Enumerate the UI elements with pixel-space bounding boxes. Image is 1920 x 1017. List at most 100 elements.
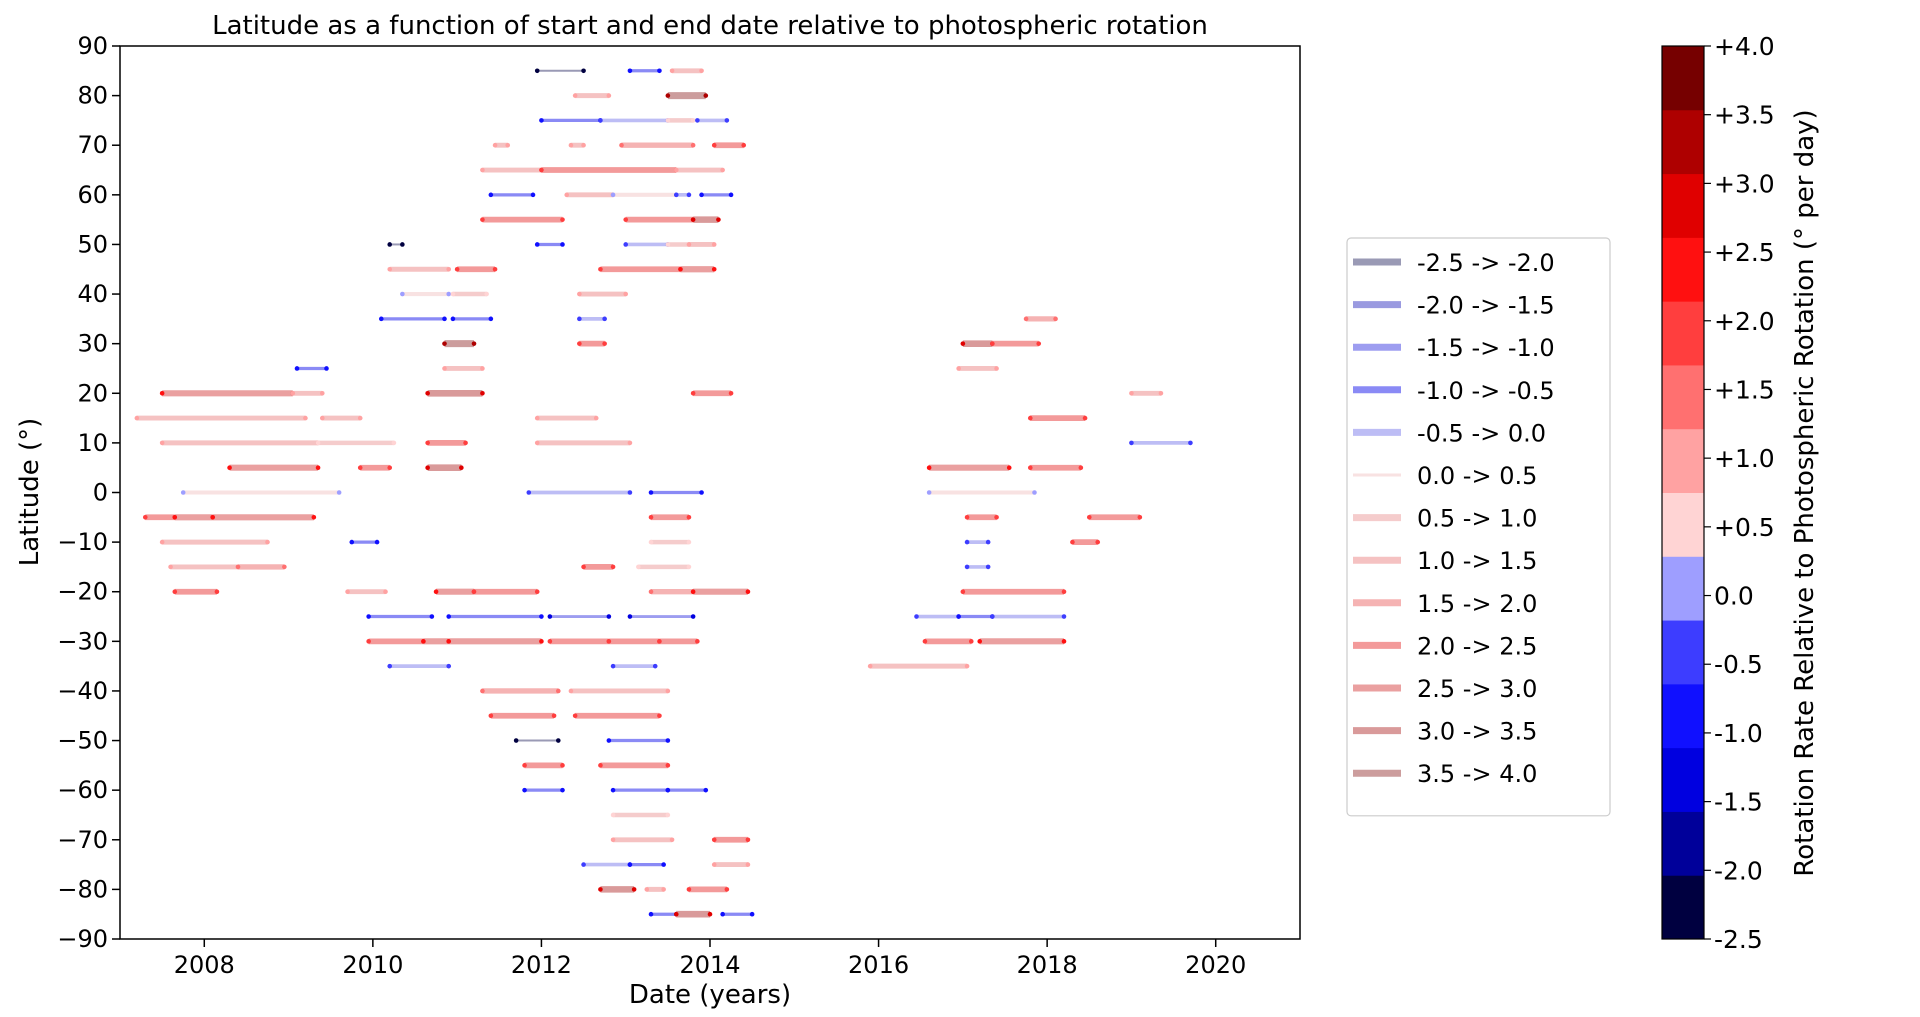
segment-start-point bbox=[964, 539, 970, 545]
segment-start-point bbox=[598, 118, 603, 123]
segment-start-point bbox=[480, 688, 485, 694]
segment-end-point bbox=[968, 639, 974, 644]
segment-start-point bbox=[526, 490, 532, 495]
segment-end-point bbox=[728, 390, 734, 396]
segment-start-point bbox=[914, 614, 919, 619]
segment-end-point bbox=[530, 192, 536, 198]
segment-start-point bbox=[690, 589, 696, 595]
segment-end-point bbox=[745, 589, 751, 595]
segment-end-point bbox=[610, 564, 616, 570]
y-axis: −90 −80 −70 −60 −50 −40 −30 −20 −10 0 10 20 30 40 50 60… bbox=[57, 32, 120, 953]
colorbar-frame bbox=[1661, 45, 1705, 940]
segment-start-point bbox=[964, 515, 970, 520]
segment-start-point bbox=[648, 515, 654, 520]
segment-end-point bbox=[1158, 390, 1164, 396]
legend-label: 1.0 -> 1.5 bbox=[1417, 547, 1537, 575]
segment-start-point bbox=[581, 862, 586, 867]
y-tick-label: 70 bbox=[77, 131, 108, 159]
segment-end-point bbox=[657, 68, 662, 74]
segment-start-point bbox=[1129, 390, 1134, 396]
legend-label: 3.5 -> 4.0 bbox=[1417, 760, 1537, 788]
segment-start-point bbox=[686, 242, 692, 247]
segment-start-point bbox=[450, 316, 456, 322]
segment-start-point bbox=[378, 316, 384, 322]
segment-end-point bbox=[383, 589, 388, 595]
segment-end-point bbox=[724, 118, 730, 123]
legend-label: -0.5 -> 0.0 bbox=[1417, 419, 1546, 447]
segment-end-point bbox=[1061, 639, 1067, 644]
segment-start-point bbox=[990, 341, 995, 346]
segment-end-point bbox=[429, 614, 435, 619]
segment-start-point bbox=[433, 589, 439, 595]
segment-start-point bbox=[366, 614, 371, 619]
segment-start-point bbox=[547, 639, 553, 644]
y-tick-label: 60 bbox=[77, 181, 108, 209]
segment-start-point bbox=[425, 440, 430, 446]
y-tick-label: −50 bbox=[57, 727, 108, 755]
colorbar-bin bbox=[1662, 683, 1704, 749]
colorbar-tick-label: +2.5 bbox=[1714, 238, 1775, 267]
legend-label: 3.0 -> 3.5 bbox=[1417, 718, 1537, 746]
segment-start-point bbox=[446, 639, 452, 644]
segment-end-point bbox=[442, 316, 447, 322]
legend-label: 0.0 -> 0.5 bbox=[1417, 462, 1537, 490]
segment-start-point bbox=[598, 266, 603, 272]
x-tick-label: 2014 bbox=[679, 951, 740, 979]
legend-label: 1.5 -> 2.0 bbox=[1417, 590, 1537, 618]
colorbar-bin bbox=[1662, 747, 1704, 812]
segment-end-point bbox=[400, 242, 405, 247]
segment-end-point bbox=[724, 887, 730, 892]
segment-start-point bbox=[977, 639, 983, 644]
segment-end-point bbox=[686, 539, 692, 545]
segment-start-point bbox=[534, 415, 540, 421]
segment-start-point bbox=[956, 614, 961, 619]
segment-start-point bbox=[711, 142, 717, 148]
colorbar-tick-label: +3.0 bbox=[1714, 169, 1775, 198]
segment-end-point bbox=[214, 589, 220, 595]
segment-end-point bbox=[606, 614, 612, 619]
segment-end-point bbox=[665, 738, 671, 743]
y-tick-label: 20 bbox=[77, 379, 108, 407]
segment-start-point bbox=[673, 167, 679, 173]
segment-start-point bbox=[454, 266, 460, 272]
segment-end-point bbox=[446, 266, 452, 272]
legend-label: -2.0 -> -1.5 bbox=[1417, 292, 1555, 320]
segment-start-point bbox=[720, 911, 725, 917]
x-tick-label: 2012 bbox=[511, 951, 572, 979]
segment-start-point bbox=[1086, 515, 1092, 520]
colorbar-tick-label: 0.0 bbox=[1714, 582, 1754, 611]
segment-start-point bbox=[442, 366, 447, 371]
segment-start-point bbox=[294, 366, 300, 371]
segment-start-point bbox=[657, 639, 662, 644]
segment-start-point bbox=[421, 639, 426, 644]
segment-start-point bbox=[673, 192, 679, 198]
segment-end-point bbox=[994, 366, 999, 371]
segment-start-point bbox=[990, 614, 995, 619]
segment-start-point bbox=[534, 440, 540, 446]
segment-end-point bbox=[602, 316, 607, 322]
segment-start-point bbox=[568, 142, 574, 148]
segment-start-point bbox=[581, 564, 586, 570]
segment-end-point bbox=[623, 291, 629, 297]
segment-end-point bbox=[1053, 316, 1058, 322]
segment-end-point bbox=[471, 341, 477, 346]
segment-start-point bbox=[319, 415, 325, 421]
segment-end-point bbox=[1082, 415, 1088, 421]
y-tick-label: −20 bbox=[57, 578, 108, 606]
segment-start-point bbox=[926, 465, 932, 470]
y-tick-label: 10 bbox=[77, 429, 108, 457]
segment-end-point bbox=[1036, 341, 1042, 346]
segment-start-point bbox=[134, 415, 140, 421]
segment-start-point bbox=[315, 440, 321, 446]
y-tick-label: −90 bbox=[57, 925, 108, 953]
segment-start-point bbox=[513, 738, 519, 743]
segment-start-point bbox=[598, 763, 603, 768]
colorbar-tick-label: +4.0 bbox=[1714, 32, 1775, 61]
segment-start-point bbox=[623, 242, 629, 247]
segment-start-point bbox=[665, 93, 671, 98]
segment-end-point bbox=[357, 415, 363, 421]
y-tick-label: 30 bbox=[77, 330, 108, 358]
segment-end-point bbox=[627, 490, 633, 495]
segment-end-point bbox=[690, 118, 696, 123]
